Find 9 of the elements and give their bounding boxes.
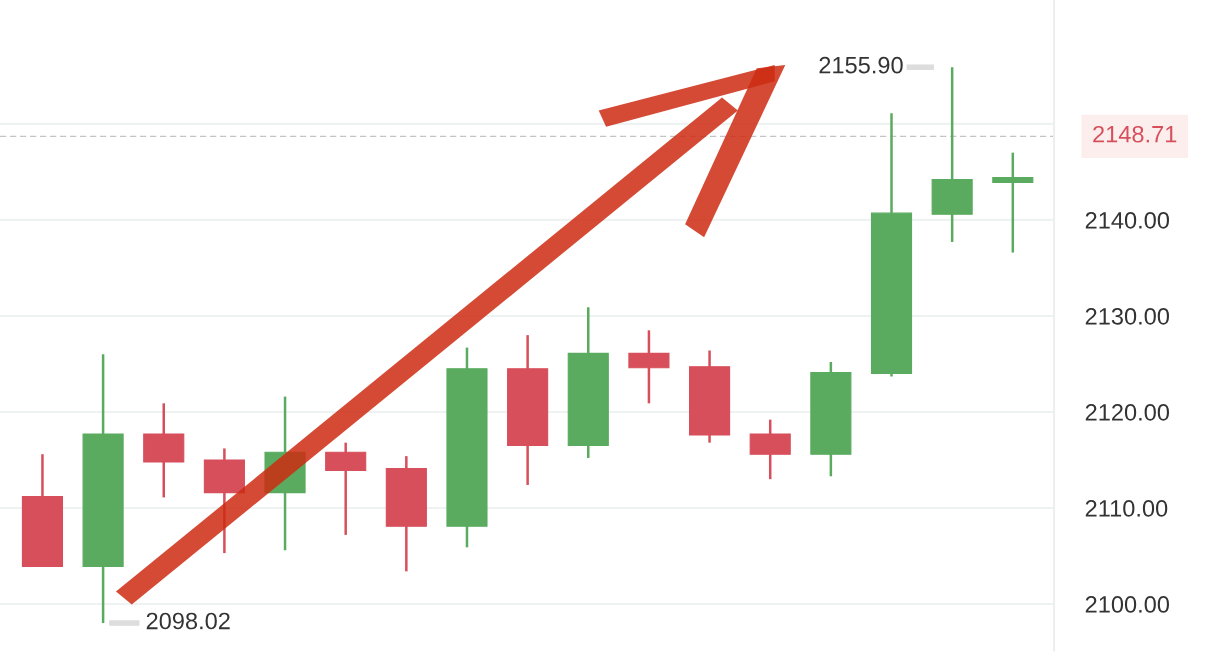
y-tick-label: 2100.00 xyxy=(1085,596,1170,613)
y-tick-label: 2110.00 xyxy=(1085,500,1168,517)
y-tick-label: 2140.00 xyxy=(1085,211,1170,229)
annotation: 2155.90 xyxy=(819,56,903,74)
ref-line-label: 2148.71 xyxy=(1093,125,1177,143)
y-tick-label: 2120.00 xyxy=(1085,404,1170,421)
candlestick xyxy=(992,151,1034,254)
y-tick-label: 2130.00 xyxy=(1085,308,1170,325)
annotation: 2098.02 xyxy=(146,612,230,630)
